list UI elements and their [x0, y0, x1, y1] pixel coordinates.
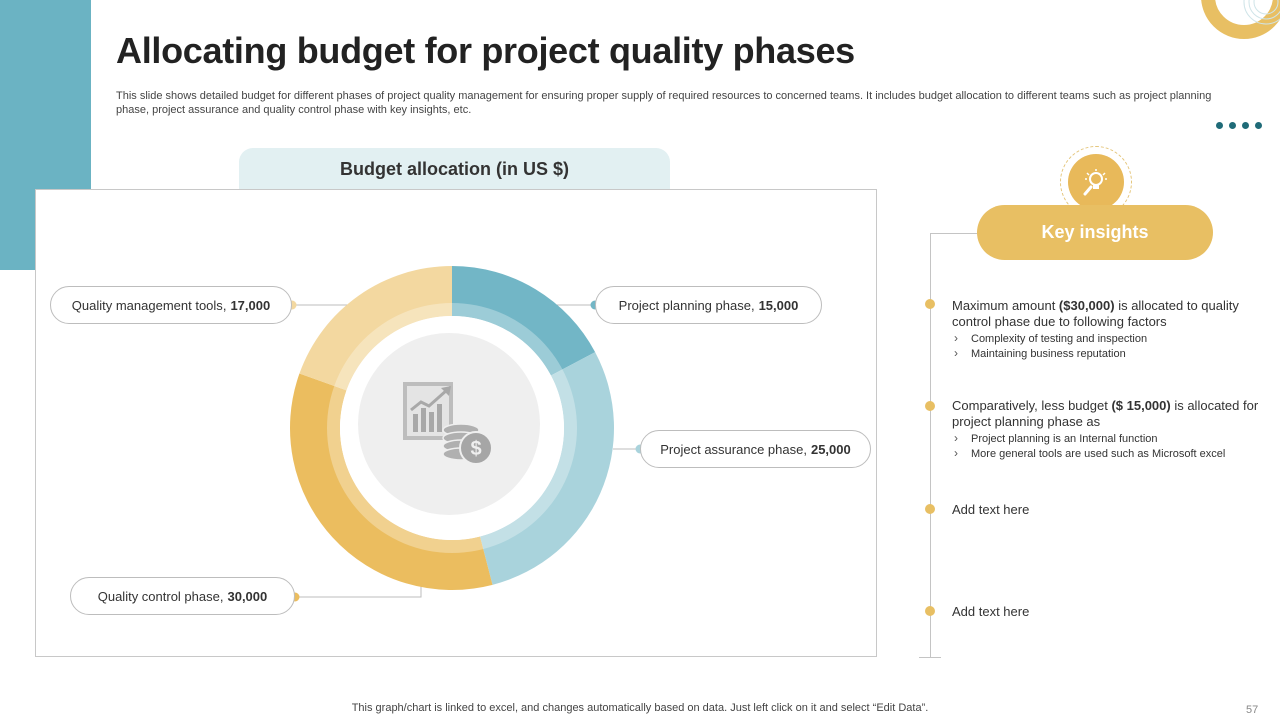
leader-line — [295, 585, 422, 598]
donut-slice-project-assurance-phase[interactable] — [480, 352, 614, 585]
timeline-dot — [925, 401, 935, 411]
corner-decoration-icon — [1201, 0, 1280, 39]
donut-slice-quality-management-tools[interactable] — [299, 266, 452, 391]
insight-bullet: Maintaining business reputation — [952, 346, 1262, 362]
timeline-end — [919, 657, 941, 658]
insight-item: Maximum amount ($30,000) is allocated to… — [952, 298, 1262, 362]
insight-item: Comparatively, less budget ($ 15,000) is… — [952, 398, 1262, 462]
donut-chart[interactable]: $ — [36, 190, 878, 658]
budget-chart-coins-icon: $ — [403, 382, 493, 465]
page-number: 57 — [1246, 704, 1259, 716]
insight-placeholder[interactable]: Add text here — [952, 502, 1030, 517]
insight-placeholder[interactable]: Add text here — [952, 604, 1030, 619]
page-title: Allocating budget for project quality ph… — [116, 30, 855, 71]
decorative-dots — [1216, 122, 1262, 129]
insight-bullet: Project planning is an Internal function — [952, 431, 1262, 447]
svg-text:$: $ — [470, 438, 481, 460]
donut-slice-quality-control-phase[interactable] — [290, 373, 493, 590]
insight-bullet: Complexity of testing and inspection — [952, 331, 1262, 347]
chart-container[interactable]: $ Quality management tools, 17,000 Projec… — [35, 189, 877, 657]
timeline-line — [930, 233, 931, 658]
data-label-project-planning-phase: Project planning phase, 15,000 — [595, 286, 822, 324]
footer-note: This graph/chart is linked to excel, and… — [351, 702, 929, 714]
timeline-dot — [925, 504, 935, 514]
timeline-dot — [925, 606, 935, 616]
timeline-dot — [925, 299, 935, 309]
page-subtitle: This slide shows detailed budget for dif… — [116, 90, 1212, 116]
chart-title: Budget allocation (in US $) — [239, 148, 670, 190]
insight-bullet: More general tools are used such as Micr… — [952, 446, 1262, 462]
lightbulb-search-icon — [1068, 154, 1124, 210]
data-label-project-assurance-phase: Project assurance phase, 25,000 — [640, 430, 871, 468]
key-insights-heading: Key insights — [977, 205, 1213, 260]
donut-slice-project-planning-phase[interactable] — [452, 266, 596, 376]
data-label-quality-management-tools: Quality management tools, 17,000 — [50, 286, 292, 324]
insights-icon-frame — [1060, 146, 1132, 218]
data-label-quality-control-phase: Quality control phase, 30,000 — [70, 577, 295, 615]
timeline-connector — [930, 233, 977, 234]
